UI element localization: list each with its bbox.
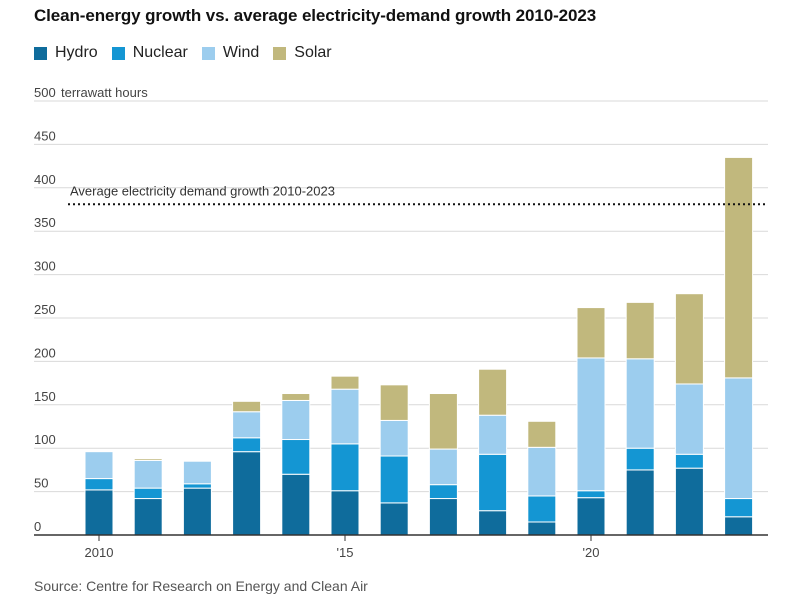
bar-nuclear-2012 [182,483,212,489]
legend-label-nuclear: Nuclear [132,44,188,61]
x-tick-label-2020: '20 [583,545,600,560]
bar-nuclear-2022 [674,453,704,469]
bar-solar-2021 [625,301,655,360]
bar-wind-2016 [379,419,409,457]
bar-wind-2021 [625,358,655,449]
legend-label-solar: Solar [294,44,332,61]
legend-item-wind: Wind [201,44,260,62]
bar-hydro-2021 [625,469,655,536]
bar-nuclear-2015 [330,443,360,492]
bar-hydro-2019 [527,521,557,536]
legend-item-hydro: Hydro [34,44,98,62]
bar-hydro-2013 [232,451,262,536]
bar-wind-2011 [133,459,163,489]
bar-wind-2022 [674,383,704,455]
x-tick-label-2015: '15 [337,545,354,560]
bar-hydro-2014 [281,473,311,536]
bar-wind-2018 [478,414,508,455]
y-tick-label-300: 300 [34,259,56,274]
bar-solar-2020 [576,307,606,359]
y-tick-label-100: 100 [34,432,56,447]
y-tick-label-450: 450 [34,128,56,143]
bar-hydro-2018 [478,510,508,536]
y-tick-label-250: 250 [34,302,56,317]
legend-swatch-solar [273,46,287,60]
bar-nuclear-2013 [232,437,262,453]
bar-solar-2017 [428,393,458,450]
x-tick-label-2010: 2010 [85,545,114,560]
bar-wind-2019 [527,446,557,497]
legend-swatch-nuclear [111,46,125,60]
bar-solar-2019 [527,420,557,448]
bar-solar-2013 [232,400,262,413]
y-tick-label-50: 50 [34,476,48,491]
bar-nuclear-2023 [724,498,754,518]
bar-solar-2014 [281,393,311,401]
bar-nuclear-2016 [379,455,409,504]
bar-nuclear-2020 [576,490,606,499]
bar-wind-2023 [724,377,754,500]
bar-hydro-2015 [330,490,360,536]
bar-wind-2020 [576,357,606,492]
bar-wind-2014 [281,399,311,441]
reference-line-label: Average electricity demand growth 2010-2… [70,183,335,198]
bar-solar-2011 [133,458,163,461]
source-note: Source: Centre for Research on Energy an… [34,578,368,594]
bar-nuclear-2017 [428,484,458,500]
bar-hydro-2010 [84,489,114,536]
bar-hydro-2012 [182,487,212,536]
bar-nuclear-2019 [527,495,557,523]
y-tick-label-150: 150 [34,389,56,404]
bar-nuclear-2010 [84,478,114,491]
y-tick-label-200: 200 [34,345,56,360]
bar-solar-2022 [674,293,704,385]
y-tick-label-500: 500 [34,85,56,100]
chart-title: Clean-energy growth vs. average electric… [34,6,597,25]
y-tick-label-400: 400 [34,172,56,187]
bar-hydro-2023 [724,516,754,536]
bar-wind-2013 [232,411,262,439]
bar-nuclear-2021 [625,447,655,471]
bar-solar-2023 [724,156,754,379]
bar-hydro-2022 [674,467,704,536]
bar-solar-2018 [478,368,508,416]
legend-label-hydro: Hydro [55,44,98,61]
y-axis-unit-label: terrawatt hours [61,85,148,100]
bar-solar-2016 [379,384,409,421]
bar-hydro-2020 [576,497,606,536]
bar-wind-2012 [182,460,212,485]
bar-hydro-2011 [133,498,163,536]
y-tick-label-350: 350 [34,215,56,230]
bar-nuclear-2014 [281,439,311,475]
legend-label-wind: Wind [222,44,260,61]
bar-solar-2015 [330,375,360,390]
y-tick-label-0: 0 [34,519,41,534]
legend-swatch-hydro [34,46,47,60]
bar-hydro-2017 [428,498,458,536]
bar-hydro-2016 [379,502,409,536]
bar-wind-2017 [428,448,458,486]
legend-item-nuclear: Nuclear [111,44,188,62]
bar-nuclear-2011 [133,487,163,500]
bar-wind-2010 [84,451,114,480]
legend: Hydro Nuclear Wind Solar [34,44,346,62]
bar-nuclear-2018 [478,453,508,512]
legend-swatch-wind [201,46,215,60]
legend-item-solar: Solar [273,44,332,62]
bar-wind-2015 [330,388,360,445]
